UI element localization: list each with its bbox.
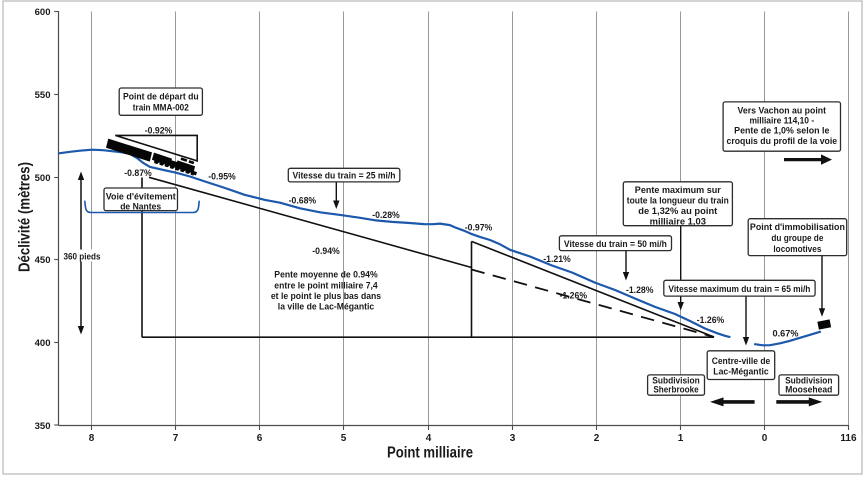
svg-text:1: 1 <box>678 433 684 444</box>
svg-text:3: 3 <box>510 433 516 444</box>
svg-text:milliaire 1,03: milliaire 1,03 <box>650 216 706 227</box>
svg-text:Subdivision: Subdivision <box>785 375 833 386</box>
svg-text:et le point le plus bas dans: et le point le plus bas dans <box>271 291 381 302</box>
svg-text:Déclivité (mètres): Déclivité (mètres) <box>17 162 34 272</box>
svg-text:Point de départ du: Point de départ du <box>123 92 199 103</box>
svg-text:2: 2 <box>594 433 600 444</box>
svg-text:-0.92%: -0.92% <box>145 125 173 136</box>
svg-text:Vers Vachon au point: Vers Vachon au point <box>738 105 827 116</box>
svg-text:8: 8 <box>89 433 95 444</box>
svg-text:Moosehead: Moosehead <box>785 385 832 396</box>
svg-text:de Nantes: de Nantes <box>120 201 161 212</box>
svg-text:Pente de 1,0% selon le: Pente de 1,0% selon le <box>734 126 829 137</box>
svg-text:6: 6 <box>257 433 263 444</box>
svg-text:Pente moyenne de 0.94%: Pente moyenne de 0.94% <box>274 270 378 281</box>
svg-text:-0.94%: -0.94% <box>312 246 340 257</box>
svg-text:Pente maximum sur: Pente maximum sur <box>635 185 721 196</box>
svg-text:Lac-Mégantic: Lac-Mégantic <box>713 367 768 378</box>
svg-text:Vitesse du train = 50 mi/h: Vitesse du train = 50 mi/h <box>564 239 667 250</box>
svg-text:Vitesse maximum du train = 65: Vitesse maximum du train = 65 mi/h <box>668 284 810 295</box>
svg-text:milliaire 114,10 -: milliaire 114,10 - <box>749 116 814 127</box>
svg-text:de 1,32% au point: de 1,32% au point <box>638 206 718 217</box>
svg-text:train MMA-002: train MMA-002 <box>133 103 189 114</box>
svg-text:7: 7 <box>173 433 179 444</box>
svg-text:Point milliaire: Point milliaire <box>387 445 473 462</box>
svg-text:-1.26%: -1.26% <box>697 315 725 326</box>
svg-text:entre le point milliaire 7,4: entre le point milliaire 7,4 <box>274 280 378 291</box>
svg-text:-1.28%: -1.28% <box>626 285 654 296</box>
svg-text:550: 550 <box>35 90 51 101</box>
svg-text:-0.68%: -0.68% <box>289 196 317 207</box>
svg-text:-0.97%: -0.97% <box>465 222 493 233</box>
svg-text:-1.21%: -1.21% <box>543 254 571 265</box>
svg-text:-0.28%: -0.28% <box>372 210 400 221</box>
svg-text:du groupe de: du groupe de <box>771 233 823 244</box>
svg-text:4: 4 <box>426 433 432 444</box>
svg-text:450: 450 <box>35 255 51 266</box>
svg-text:116: 116 <box>840 433 857 444</box>
svg-text:croquis du profil de la voie: croquis du profil de la voie <box>727 136 838 147</box>
svg-text:5: 5 <box>341 433 347 444</box>
svg-text:Vitesse du train = 25 mi/h: Vitesse du train = 25 mi/h <box>293 171 396 182</box>
svg-text:Subdivision: Subdivision <box>652 375 700 386</box>
svg-text:Sherbrooke: Sherbrooke <box>653 385 698 396</box>
svg-text:Voie d'évitement: Voie d'évitement <box>106 191 177 202</box>
svg-text:Centre-ville de: Centre-ville de <box>712 356 771 367</box>
svg-text:0: 0 <box>762 433 768 444</box>
svg-text:500: 500 <box>35 173 51 184</box>
svg-text:400: 400 <box>35 338 51 349</box>
svg-text:600: 600 <box>35 7 51 18</box>
svg-text:350: 350 <box>35 421 51 432</box>
svg-text:360 pieds: 360 pieds <box>64 252 101 263</box>
svg-text:0.67%: 0.67% <box>773 328 800 339</box>
svg-text:-1.26%: -1.26% <box>560 290 588 301</box>
svg-text:toute la longueur du train: toute la longueur du train <box>627 195 729 206</box>
svg-text:-0.95%: -0.95% <box>208 172 236 183</box>
svg-text:la ville de Lac-Mégantic: la ville de Lac-Mégantic <box>278 301 374 312</box>
svg-text:locomotives: locomotives <box>773 244 821 255</box>
svg-text:-0.87%: -0.87% <box>124 168 152 179</box>
svg-text:Point d'immobilisation: Point d'immobilisation <box>750 222 845 233</box>
